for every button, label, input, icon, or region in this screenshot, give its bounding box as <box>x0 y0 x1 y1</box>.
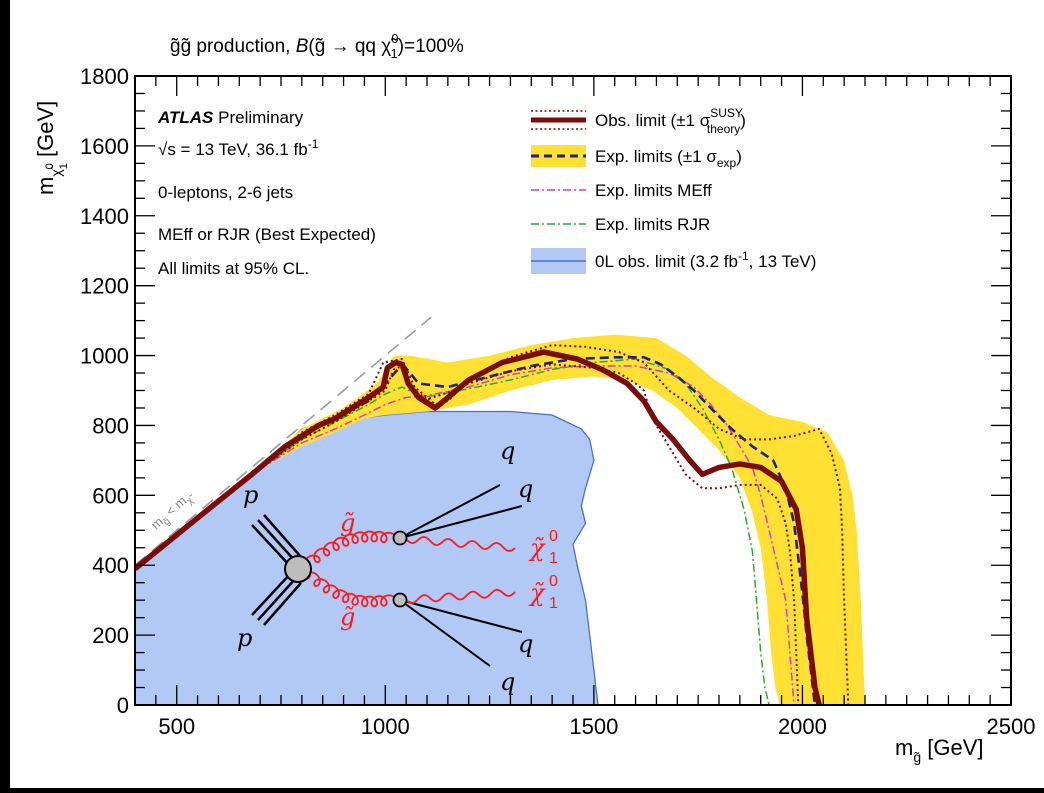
y-tick-label: 1400 <box>80 204 129 229</box>
y-tick-label: 0 <box>117 693 129 718</box>
plot-canvas: p p g̃ g̃ q q q q χ̃ 0 1 χ̃ 0 1 500 1000 1… <box>10 0 1044 788</box>
quark-label-2: q <box>518 475 533 503</box>
energy-lumi: √s = 13 TeV, 36.1 fb-1 <box>158 137 319 159</box>
y-tick-label: 400 <box>92 553 129 578</box>
exclusion-plot: p p g̃ g̃ q q q q χ̃ 0 1 χ̃ 0 1 500 1000 1… <box>33 31 1035 765</box>
neutralino-top-line <box>405 536 516 552</box>
gluino-top-line <box>303 530 397 571</box>
data-layer <box>135 316 865 705</box>
svg-text:Exp. limits RJR: Exp. limits RJR <box>595 215 710 234</box>
y-axis-title: mχ̃0 1 [GeV] <box>33 101 70 195</box>
y-tick-label: 1200 <box>80 274 129 299</box>
cl-text: All limits at 95% CL. <box>158 259 309 278</box>
legend-meff: Exp. limits MEff <box>531 181 712 200</box>
info-block: ATLAS Preliminary √s = 13 TeV, 36.1 fb-1… <box>157 108 376 278</box>
observed-minus-line <box>135 363 800 705</box>
gluino-bottom-label: g̃ <box>340 603 355 631</box>
old-limit-region <box>135 410 599 705</box>
neutralino-bottom-line <box>405 588 516 604</box>
svg-text:χ̃: χ̃ <box>528 579 546 607</box>
proton-top-label: p <box>243 481 258 509</box>
neutralino-bottom-label: χ̃ 0 1 <box>528 573 558 612</box>
observed-limit-line <box>135 349 822 705</box>
decay-vertex-bottom <box>392 592 408 608</box>
svg-text:0: 0 <box>549 528 558 545</box>
selection-text: 0-leptons, 2-6 jets <box>158 183 293 202</box>
gluino-top-label: g̃ <box>340 509 355 537</box>
legend: Obs. limit (±1 σSUSY theory) Exp. limits … <box>531 106 816 274</box>
y-tick-label: 600 <box>92 483 129 508</box>
proton-bottom-label: p <box>237 624 252 652</box>
diagonal-line <box>135 316 432 566</box>
meff-limit-line <box>135 365 795 705</box>
legend-rjr: Exp. limits RJR <box>531 215 710 234</box>
svg-text:1: 1 <box>549 595 558 612</box>
quark-label-1: q <box>500 437 515 465</box>
svg-text:0: 0 <box>549 573 558 590</box>
y-tick-label: 800 <box>92 413 129 438</box>
svg-text:Exp. limits MEff: Exp. limits MEff <box>595 181 712 200</box>
svg-text:1: 1 <box>549 550 558 567</box>
chart-title: g̃g̃ production, B(g̃ → qq χ̃0 1)=100% <box>170 31 464 61</box>
quark-label-4: q <box>500 668 515 696</box>
x-tick-label: 1500 <box>569 714 618 739</box>
y-tick-label: 200 <box>92 623 129 648</box>
svg-text:Exp. limits (±1 σexp): Exp. limits (±1 σexp) <box>595 147 742 170</box>
rjr-limit-line <box>135 358 770 705</box>
decay-vertex-top <box>392 530 408 546</box>
y-tick-label: 1000 <box>80 344 129 369</box>
collision-vertex <box>284 555 312 583</box>
y-tick-label: 1600 <box>80 134 129 159</box>
x-axis-title: mg̃ [GeV] <box>895 735 983 765</box>
x-tick-label: 500 <box>158 714 195 739</box>
quark-label-3: q <box>518 630 533 658</box>
neutralino-top-label: χ̃ 0 1 <box>528 528 558 567</box>
legend-exp: Exp. limits (±1 σexp) <box>531 145 742 170</box>
gluino-bottom-line <box>303 571 397 608</box>
x-tick-label: 2000 <box>778 714 827 739</box>
legend-obs: Obs. limit (±1 σSUSY theory) <box>531 106 746 136</box>
axis-tick-labels: 500 1000 1500 2000 2500 0 200 400 600 800 1000 1200… <box>80 64 1035 739</box>
axis-ticks <box>134 75 1012 706</box>
legend-old: 0L obs. limit (3.2 fb-1, 13 TeV) <box>531 248 816 274</box>
method-text: MEff or RJR (Best Expected) <box>158 225 376 244</box>
x-tick-label: 2500 <box>987 714 1036 739</box>
svg-text:0L obs. limit (3.2 fb-1, 13 Te: 0L obs. limit (3.2 fb-1, 13 TeV) <box>595 249 816 271</box>
x-tick-label: 1000 <box>361 714 410 739</box>
svg-text:χ̃: χ̃ <box>528 534 546 562</box>
y-tick-label: 1800 <box>80 64 129 89</box>
feynman-diagram: p p g̃ g̃ q q q q χ̃ 0 1 χ̃ 0 1 <box>237 437 558 696</box>
atlas-label: ATLAS Preliminary <box>157 108 304 127</box>
observed-plus-line <box>135 344 850 705</box>
